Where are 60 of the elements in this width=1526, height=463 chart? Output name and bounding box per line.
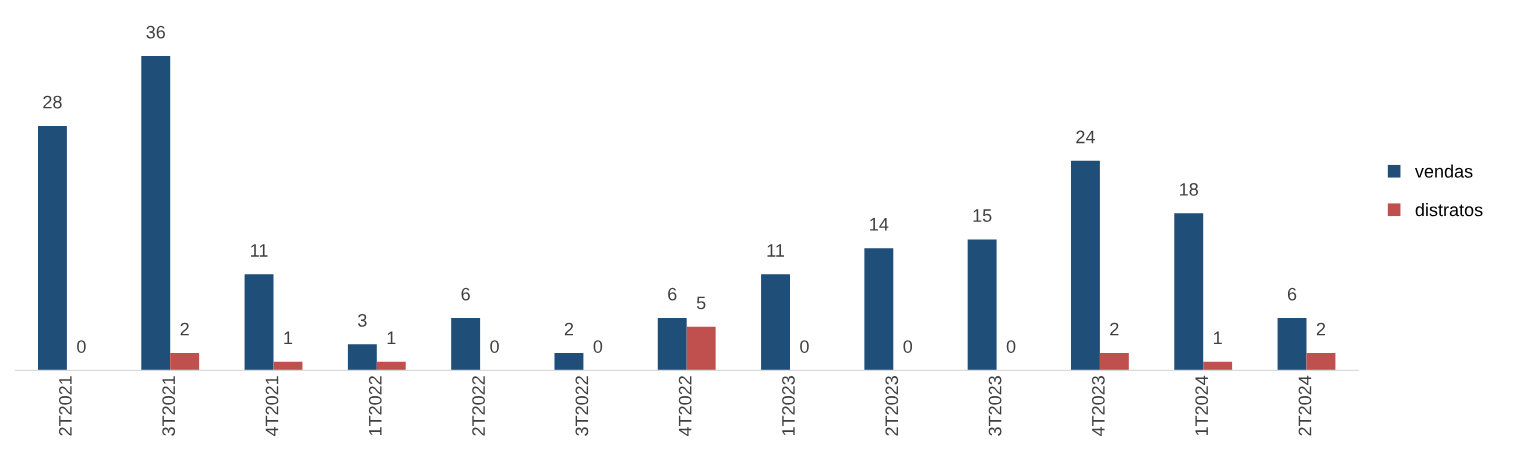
bar bbox=[1070, 160, 1100, 371]
data-label: 6 bbox=[461, 287, 470, 301]
data-label: 18 bbox=[1180, 182, 1198, 196]
data-label: 15 bbox=[973, 209, 992, 222]
bar bbox=[244, 274, 274, 371]
x-tick-label: 2T2023 bbox=[885, 376, 899, 436]
bar bbox=[967, 239, 997, 371]
data-label: 2 bbox=[1110, 322, 1119, 336]
x-tick-label: 1T2023 bbox=[782, 376, 795, 436]
x-tick-label: 3T2022 bbox=[575, 376, 589, 436]
bar bbox=[37, 125, 67, 371]
data-label: 36 bbox=[146, 25, 165, 39]
data-label: 0 bbox=[490, 340, 499, 353]
bar bbox=[686, 326, 716, 371]
data-label: 6 bbox=[668, 287, 677, 301]
bar bbox=[1306, 352, 1336, 371]
bar bbox=[170, 352, 200, 371]
x-tick-label: 3T2021 bbox=[162, 376, 176, 436]
data-label: 28 bbox=[43, 95, 62, 109]
bar bbox=[1203, 361, 1233, 371]
bar bbox=[347, 344, 377, 371]
data-label: 11 bbox=[251, 244, 268, 257]
data-label: 1 bbox=[1214, 331, 1222, 345]
data-label: 14 bbox=[870, 218, 889, 231]
data-label: 6 bbox=[1287, 287, 1297, 301]
data-label: 1 bbox=[387, 331, 396, 345]
x-tick-label: 4T2023 bbox=[1091, 376, 1105, 437]
data-label: 0 bbox=[593, 340, 603, 353]
data-label: 0 bbox=[903, 340, 913, 353]
x-tick-label: 1T2022 bbox=[368, 376, 382, 436]
bar bbox=[1099, 352, 1129, 371]
bar bbox=[451, 318, 481, 371]
bar bbox=[657, 318, 687, 371]
x-tick-label: 4T2022 bbox=[678, 376, 692, 437]
x-tick-label: 2T2022 bbox=[472, 376, 485, 436]
data-label: 2 bbox=[1316, 322, 1326, 336]
data-label: 0 bbox=[1006, 340, 1016, 353]
x-tick-label: 1T2024 bbox=[1195, 375, 1209, 436]
bar bbox=[554, 352, 584, 371]
bar bbox=[1174, 213, 1204, 371]
legend-label: distratos bbox=[1415, 202, 1483, 217]
bar bbox=[761, 274, 790, 371]
data-label: 5 bbox=[696, 296, 706, 310]
bar bbox=[141, 56, 171, 371]
data-label: 11 bbox=[767, 244, 785, 257]
bar bbox=[1277, 318, 1307, 371]
data-label: 1 bbox=[284, 331, 293, 345]
bar bbox=[376, 361, 406, 371]
x-tick-label: 4T2021 bbox=[265, 376, 279, 437]
data-label: 24 bbox=[1076, 130, 1095, 144]
data-label: 2 bbox=[564, 322, 574, 336]
x-tick-label: 2T2021 bbox=[58, 376, 72, 436]
data-label: 0 bbox=[800, 340, 809, 353]
data-label: 2 bbox=[180, 322, 189, 336]
legend-label: vendas bbox=[1414, 164, 1473, 178]
x-tick-label: 2T2024 bbox=[1298, 375, 1312, 436]
data-label: 0 bbox=[77, 340, 86, 353]
data-label: 3 bbox=[358, 313, 367, 327]
x-tick-label: 3T2023 bbox=[988, 376, 1002, 436]
bar bbox=[864, 248, 894, 371]
